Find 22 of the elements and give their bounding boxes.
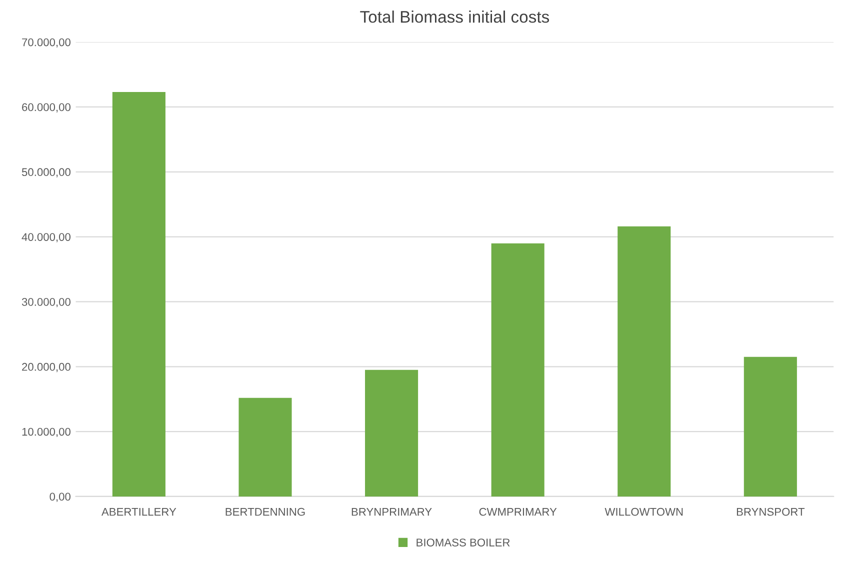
y-tick-label: 0,00: [50, 492, 70, 502]
y-tick-label: 60.000,00: [22, 103, 70, 112]
x-tick-label: CWMPRIMARY: [479, 508, 557, 516]
bar: [238, 398, 292, 496]
bar: [365, 370, 418, 496]
legend-label: BIOMASS BOILER: [416, 538, 510, 546]
x-tick-label: WILLOWTOWN: [604, 508, 683, 516]
y-tick-label: 20.000,00: [22, 362, 70, 372]
y-tick-label: 50.000,00: [22, 168, 70, 178]
y-tick-label: 10.000,00: [22, 428, 70, 438]
y-tick-label: 70.000,00: [22, 38, 70, 48]
x-tick-label: ABERTILLERY: [101, 508, 176, 516]
x-tick-label: BERTDENNING: [226, 508, 305, 516]
x-tick-label: BRYNSPORT: [736, 508, 805, 516]
bar: [744, 356, 797, 496]
y-tick-label: 30.000,00: [22, 298, 70, 308]
x-tick-label: BRYNPRIMARY: [352, 508, 432, 516]
bar: [618, 226, 671, 496]
chart-title: Total Biomass initial costs: [360, 10, 550, 23]
y-tick-label: 40.000,00: [22, 233, 70, 242]
bar: [491, 243, 544, 496]
bar: [112, 92, 166, 496]
